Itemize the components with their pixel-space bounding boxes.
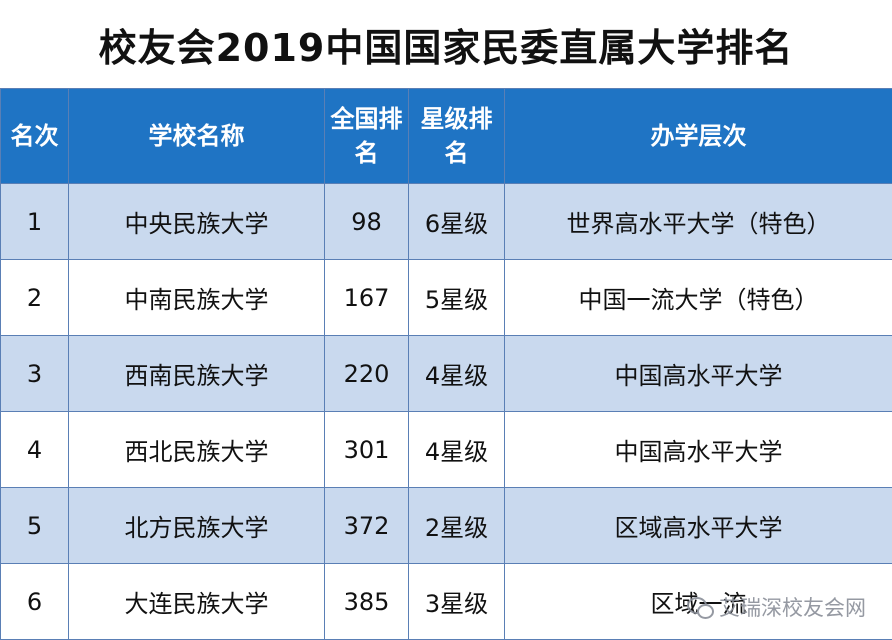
table-row: 5 北方民族大学 372 2星级 区域高水平大学 [0,487,892,564]
page-title: 校友会2019中国国家民委直属大学排名 [98,25,794,70]
table-row: 6 大连民族大学 385 3星级 区域一流 [0,563,892,640]
cell-star-rank: 4星级 [408,411,505,488]
table-row: 2 中南民族大学 167 5星级 中国一流大学（特色） [0,259,892,336]
wechat-icon [687,597,714,619]
cell-school-name: 中央民族大学 [68,183,325,260]
cell-level: 世界高水平大学（特色） [504,183,892,260]
cell-rank: 1 [0,183,69,260]
cell-school-name: 西北民族大学 [68,411,325,488]
cell-level: 中国一流大学（特色） [504,259,892,336]
cell-school-name: 西南民族大学 [68,335,325,412]
cell-school-name: 大连民族大学 [68,563,325,640]
cell-national-rank: 301 [324,411,409,488]
table-row: 1 中央民族大学 98 6星级 世界高水平大学（特色） [0,183,892,260]
cell-star-rank: 5星级 [408,259,505,336]
cell-level: 中国高水平大学 [504,335,892,412]
header-national-rank: 全国排名 [324,88,409,184]
header-star-rank: 星级排名 [408,88,505,184]
cell-rank: 2 [0,259,69,336]
watermark-text: 艾瑞深校友会网 [719,596,866,620]
cell-star-rank: 2星级 [408,487,505,564]
cell-rank: 3 [0,335,69,412]
table-row: 3 西南民族大学 220 4星级 中国高水平大学 [0,335,892,412]
cell-level: 区域高水平大学 [504,487,892,564]
header-level: 办学层次 [504,88,892,184]
cell-star-rank: 6星级 [408,183,505,260]
cell-national-rank: 220 [324,335,409,412]
table-header-row: 名次 学校名称 全国排名 星级排名 办学层次 [0,88,892,184]
cell-level: 中国高水平大学 [504,411,892,488]
header-rank: 名次 [0,88,69,184]
header-school-name: 学校名称 [68,88,325,184]
cell-rank: 5 [0,487,69,564]
cell-national-rank: 98 [324,183,409,260]
cell-national-rank: 167 [324,259,409,336]
cell-star-rank: 4星级 [408,335,505,412]
cell-school-name: 中南民族大学 [68,259,325,336]
cell-school-name: 北方民族大学 [68,487,325,564]
cell-rank: 4 [0,411,69,488]
table-row: 4 西北民族大学 301 4星级 中国高水平大学 [0,411,892,488]
cell-rank: 6 [0,563,69,640]
ranking-table: 名次 学校名称 全国排名 星级排名 办学层次 1 中央民族大学 98 6星级 世… [0,88,892,640]
cell-national-rank: 385 [324,563,409,640]
watermark: 艾瑞深校友会网 [687,592,866,622]
cell-national-rank: 372 [324,487,409,564]
cell-star-rank: 3星级 [408,563,505,640]
